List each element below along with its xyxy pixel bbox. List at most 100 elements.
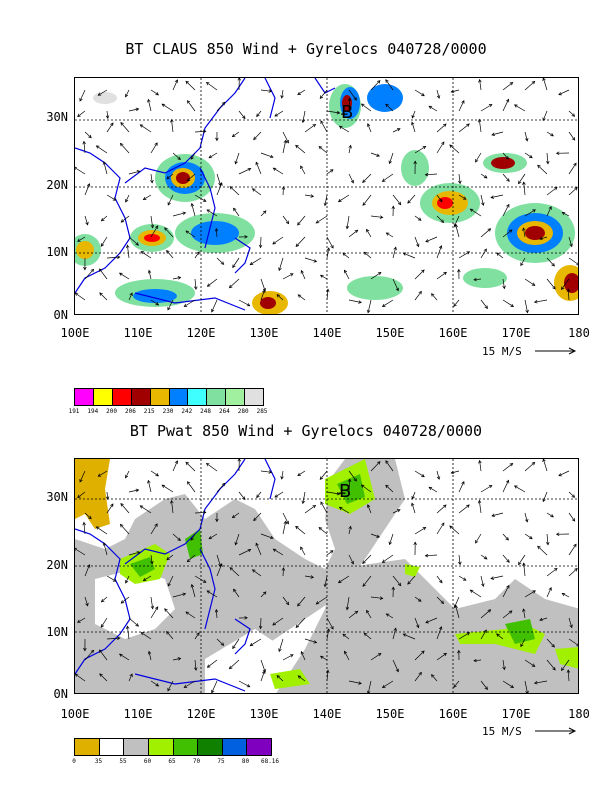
wind-arrow-head: [358, 681, 362, 685]
wind-arrow-head: [100, 217, 105, 222]
wind-arrow: [127, 245, 130, 259]
wind-arrow: [414, 146, 426, 154]
wind-arrow-head: [453, 684, 457, 688]
wind-arrow-head: [110, 122, 114, 127]
wind-arrow-head: [453, 303, 457, 307]
wind-arrow-head: [177, 156, 181, 160]
wind-arrow-head: [532, 590, 536, 594]
wind-arrow-head: [281, 186, 286, 190]
wind-arrow: [300, 270, 306, 280]
lon-label: 140E: [312, 326, 342, 340]
wind-arrow: [348, 173, 354, 184]
wind-arrow-head: [274, 113, 279, 117]
wind-arrow: [562, 211, 570, 217]
wind-arrow-head: [558, 473, 562, 477]
colorbar-swatch: [247, 739, 271, 755]
wind-arrow: [411, 122, 416, 133]
wind-arrow: [164, 227, 174, 238]
wind-arrow: [216, 257, 224, 265]
wind-arrow: [320, 655, 328, 661]
wind-arrow-head: [461, 481, 465, 485]
wind-arrow: [502, 659, 505, 670]
wind-arrow: [147, 480, 152, 493]
wind-arrow: [436, 575, 443, 584]
wind-arrow: [449, 525, 460, 535]
wind-arrow-head: [438, 626, 443, 630]
wind-arrow-head: [571, 518, 576, 522]
wind-arrow: [75, 548, 86, 556]
wind-arrow-head: [147, 269, 152, 274]
wind-arrow-head: [150, 605, 155, 610]
wind-arrow: [451, 470, 460, 474]
colorbar-swatch: [198, 739, 223, 755]
wind-arrow: [480, 228, 491, 238]
wind-arrow: [367, 299, 372, 313]
colorbar-tick-label: 264: [218, 408, 230, 415]
wind-arrow-head: [350, 560, 354, 565]
wind-arrow: [128, 489, 139, 493]
wind-arrow: [316, 596, 328, 605]
wind-arrow: [235, 152, 240, 164]
wind-arrow-head: [99, 292, 103, 296]
wind-arrow-head: [161, 484, 166, 488]
wind-arrow: [260, 617, 262, 629]
wind-arrow-head: [255, 161, 259, 166]
wind-arrow-head: [431, 293, 435, 297]
wind-arrow: [319, 470, 328, 480]
wind-arrow-head: [211, 308, 215, 313]
wind-arrow: [187, 173, 196, 182]
wind-arrow: [414, 269, 425, 280]
wind-arrow-head: [182, 592, 187, 597]
wind-arrow-head: [571, 494, 576, 498]
wind-arrow-head: [167, 201, 171, 206]
claus-map-canvas: Ƀ: [75, 78, 578, 314]
wind-arrow: [172, 593, 186, 598]
wind-arrow: [342, 633, 350, 640]
wind-arrow-head: [110, 503, 114, 508]
wind-arrow-head: [491, 132, 495, 136]
wind-arrow: [216, 563, 223, 577]
wind-arrow-head: [75, 292, 79, 296]
wind-arrow-head: [234, 160, 238, 165]
wind-arrow-head: [443, 504, 447, 508]
wind-arrow-head: [186, 558, 191, 563]
wind-arrow: [425, 617, 438, 624]
wind-arrow-head: [363, 251, 368, 256]
wind-arrow-head: [97, 473, 102, 477]
wind-arrow: [480, 104, 493, 112]
wind-arrow: [84, 512, 92, 520]
lat-label: 0N: [53, 308, 68, 322]
wind-arrow: [411, 503, 416, 514]
wind-arrow: [300, 165, 306, 175]
wind-arrow-head: [354, 610, 359, 615]
wind-arrow-head: [393, 627, 397, 632]
wind-arrow-head: [297, 91, 301, 95]
colorbar-tick-label: 60: [143, 758, 152, 765]
wind-arrow-head: [320, 501, 324, 505]
wind-arrow-head: [170, 118, 174, 123]
wind-arrow-head: [338, 125, 343, 130]
wind-arrow-head: [125, 198, 129, 203]
lon-label: 110E: [123, 707, 153, 721]
wind-arrow: [99, 649, 108, 661]
wind-arrow: [389, 152, 394, 164]
wind-arrow: [194, 632, 200, 640]
wind-arrow: [304, 124, 316, 133]
wind-arrow-head: [75, 166, 78, 170]
wind-arrow: [150, 299, 159, 306]
wind-arrow-head: [262, 289, 266, 294]
wind-arrow-head: [295, 624, 300, 629]
wind-arrow: [458, 100, 465, 112]
gyre-location-marker: Ƀ: [339, 481, 351, 502]
wind-arrow: [194, 130, 206, 133]
wind-arrow: [524, 299, 528, 313]
wind-arrow-head: [161, 103, 166, 107]
wind-arrow: [490, 575, 504, 579]
wind-arrow: [491, 131, 504, 136]
wind-arrow-head: [509, 463, 514, 467]
wind-arrow-head: [166, 630, 170, 635]
wind-arrow: [229, 659, 240, 669]
wind-arrow: [567, 669, 570, 682]
wind-arrow-head: [196, 632, 200, 636]
wind-arrow: [449, 144, 460, 154]
